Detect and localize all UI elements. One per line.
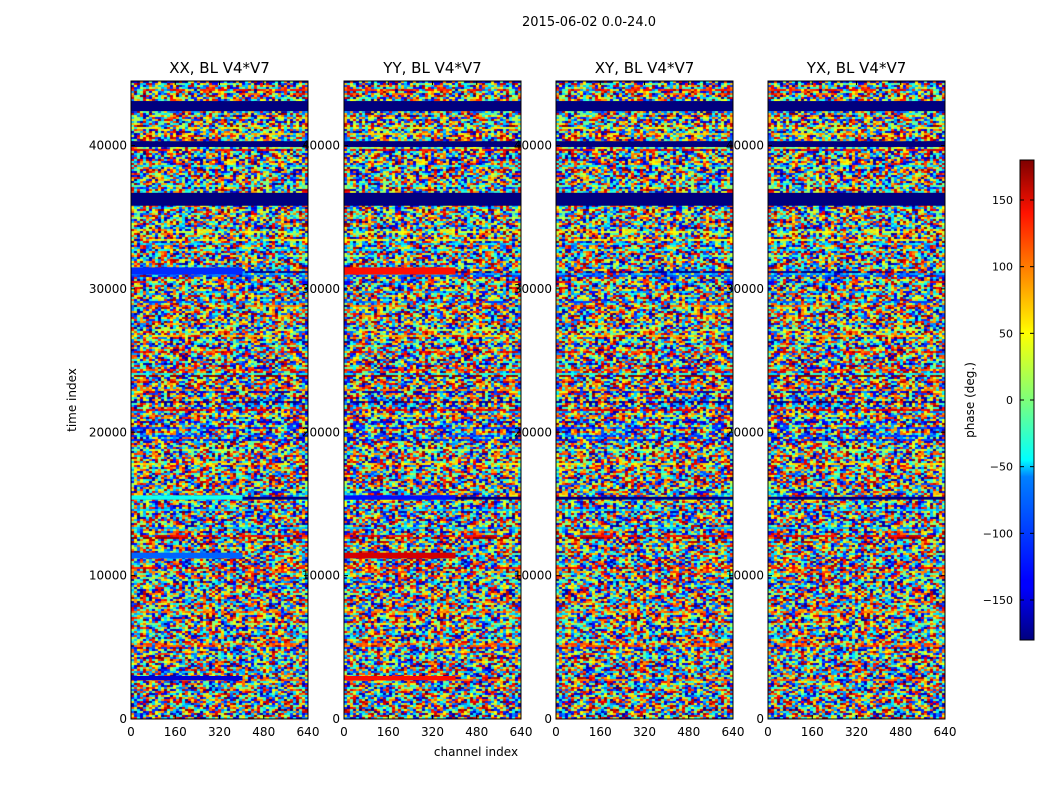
x-tick-label: 0	[764, 725, 772, 739]
y-tick-label: 20000	[726, 425, 764, 439]
y-tick-label: 30000	[514, 282, 552, 296]
y-tick-label: 0	[119, 712, 127, 726]
flagged-band	[768, 496, 945, 500]
colorbar-tick-label: −100	[983, 527, 1013, 540]
flagged-band	[556, 192, 733, 206]
colorbar-tick-label: −150	[983, 594, 1013, 607]
x-tick-label: 640	[722, 725, 745, 739]
x-tick-label: 320	[633, 725, 656, 739]
y-tick-label: 0	[544, 712, 552, 726]
panel-title: XX, BL V4*V7	[169, 59, 270, 77]
flagged-band	[768, 101, 945, 112]
y-tick-label: 30000	[726, 282, 764, 296]
x-tick-label: 0	[552, 725, 560, 739]
x-tick-label: 320	[208, 725, 231, 739]
y-tick-label: 0	[332, 712, 340, 726]
x-tick-label: 640	[934, 725, 957, 739]
colorbar-label: phase (deg.)	[963, 362, 977, 438]
phase-heatmap	[131, 81, 308, 719]
y-tick-label: 20000	[89, 425, 127, 439]
coherent-band	[131, 675, 243, 681]
coherent-band	[131, 552, 243, 559]
panel-yx: YX, BL V4*V7 0 160 320 480 640 0 10000 20000 3000…	[726, 59, 957, 739]
x-tick-label: 0	[127, 725, 135, 739]
y-tick-label: 10000	[726, 569, 764, 583]
flagged-band	[768, 141, 945, 147]
x-tick-label: 640	[297, 725, 320, 739]
panel-title: YX, BL V4*V7	[806, 59, 907, 77]
x-tick-label: 480	[677, 725, 700, 739]
y-tick-label: 40000	[514, 139, 552, 153]
panels-group: XX, BL V4*V7 0 160 320 480 640 0 10000 20000 3000…	[89, 59, 957, 739]
y-tick-label: 0	[756, 712, 764, 726]
y-tick-label: 20000	[514, 425, 552, 439]
x-tick-label: 480	[465, 725, 488, 739]
colorbar: −150 −100 −50 0 50 100 150 phase (deg.)	[963, 159, 1035, 641]
x-tick-label: 160	[589, 725, 612, 739]
flagged-band	[768, 192, 945, 206]
flagged-band	[131, 192, 308, 206]
y-tick-label: 10000	[302, 569, 340, 583]
panel-xy: XY, BL V4*V7 0 160 320 480 640 0 10000 20000 3000…	[514, 59, 745, 739]
coherent-band	[344, 495, 456, 500]
colorbar-tick-label: 50	[999, 327, 1013, 340]
y-tick-label: 10000	[89, 569, 127, 583]
panel-yy: YY, BL V4*V7 0 160 320 480 640 0 10000 20000 3000…	[302, 59, 533, 739]
coherent-band	[344, 552, 456, 559]
colorbar-tick-label: 0	[1006, 394, 1013, 407]
flagged-band	[344, 192, 521, 206]
flagged-band	[131, 101, 308, 112]
colorbar-tick-label: −50	[990, 461, 1013, 474]
y-tick-label: 40000	[89, 139, 127, 153]
x-axis-label: channel index	[434, 745, 518, 759]
y-tick-label: 20000	[302, 425, 340, 439]
y-tick-label: 40000	[726, 139, 764, 153]
x-tick-label: 0	[340, 725, 348, 739]
flagged-band	[556, 141, 733, 147]
y-tick-label: 30000	[302, 282, 340, 296]
colorbar-tick-label: 150	[992, 194, 1013, 207]
y-tick-label: 10000	[514, 569, 552, 583]
phase-heatmap	[344, 81, 521, 719]
figure-title: 2015-06-02 0.0-24.0	[522, 15, 656, 30]
y-tick-label: 30000	[89, 282, 127, 296]
x-tick-label: 480	[889, 725, 912, 739]
flagged-band	[556, 496, 733, 500]
phase-heatmap	[556, 81, 733, 719]
x-tick-label: 160	[801, 725, 824, 739]
panel-xx: XX, BL V4*V7 0 160 320 480 640 0 10000 20000 3000…	[89, 59, 320, 739]
x-tick-label: 640	[510, 725, 533, 739]
panel-title: YY, BL V4*V7	[382, 59, 481, 77]
y-tick-label: 40000	[302, 139, 340, 153]
flagged-band	[344, 101, 521, 112]
flagged-band	[556, 101, 733, 112]
coherent-band	[131, 495, 243, 500]
y-axis-label: time index	[65, 368, 79, 432]
x-tick-label: 160	[377, 725, 400, 739]
x-tick-label: 320	[421, 725, 444, 739]
panel-title: XY, BL V4*V7	[595, 59, 695, 77]
coherent-band	[344, 675, 456, 681]
x-tick-label: 320	[845, 725, 868, 739]
flagged-band	[344, 141, 521, 147]
colorbar-ticks: −150 −100 −50 0 50 100 150	[983, 194, 1034, 607]
coherent-band	[131, 267, 243, 275]
x-tick-label: 480	[252, 725, 275, 739]
x-tick-label: 160	[164, 725, 187, 739]
colorbar-tick-label: 100	[992, 261, 1013, 274]
phase-heatmap	[768, 81, 945, 719]
coherent-band	[344, 267, 456, 275]
flagged-band	[131, 141, 308, 147]
